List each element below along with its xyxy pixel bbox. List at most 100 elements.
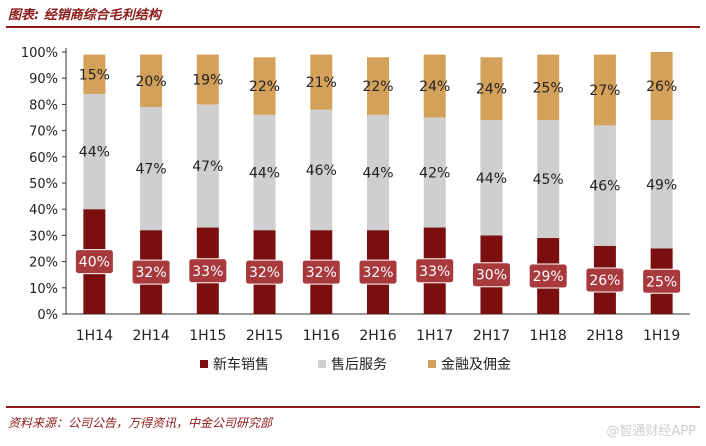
y-tick-label: 80% bbox=[29, 98, 58, 113]
bar-segment bbox=[253, 114, 276, 231]
x-tick-label: 1H14 bbox=[76, 328, 113, 344]
data-label: 32% bbox=[249, 265, 280, 281]
y-tick-label: 40% bbox=[29, 203, 58, 218]
y-tick-label: 30% bbox=[29, 229, 58, 244]
data-label: 44% bbox=[362, 166, 393, 182]
data-labels: 40% 44% 15% 32% 47% 20% 33% 47% 19% 32% 44% 22% 32% 4… bbox=[74, 67, 682, 294]
bar-segment bbox=[650, 52, 673, 121]
chart-title: 图表: 经销商综合毛利结构 bbox=[8, 8, 161, 23]
legend-swatch bbox=[318, 360, 326, 368]
x-tick-label: 1H19 bbox=[643, 328, 680, 344]
data-label: 44% bbox=[476, 171, 507, 187]
data-label-box bbox=[585, 267, 625, 293]
bar-segment bbox=[310, 54, 333, 110]
x-tick-label: 2H17 bbox=[473, 328, 510, 344]
y-tick-label: 0% bbox=[37, 308, 58, 323]
data-label-box bbox=[131, 259, 171, 285]
legend: 新车销售 售后服务 金融及佣金 bbox=[200, 356, 511, 373]
bar-segment bbox=[537, 120, 560, 239]
bar-segment bbox=[367, 57, 389, 115]
data-label-box bbox=[188, 258, 228, 284]
data-label: 25% bbox=[533, 80, 564, 96]
data-label: 25% bbox=[646, 274, 677, 290]
stacked-bar-chart: 0% 10% 20% 30% 40% 50% 60% 70% 80% 90% 100% 1H14 2H1… bbox=[21, 46, 690, 373]
data-label: 42% bbox=[419, 166, 450, 182]
data-label-box bbox=[471, 262, 511, 288]
data-label: 22% bbox=[249, 79, 280, 95]
y-tick-label: 70% bbox=[29, 125, 58, 140]
data-label-box bbox=[528, 263, 568, 289]
bar-segment bbox=[253, 57, 276, 115]
data-label: 47% bbox=[192, 159, 223, 175]
bar-segment bbox=[140, 107, 163, 231]
data-label: 30% bbox=[476, 268, 507, 284]
data-label: 24% bbox=[419, 79, 450, 95]
data-label: 29% bbox=[533, 269, 564, 285]
data-label-box bbox=[642, 268, 682, 294]
legend-label: 售后服务 bbox=[331, 357, 387, 373]
bar-segment bbox=[196, 54, 219, 105]
bar-segment bbox=[480, 57, 503, 121]
y-tick-label: 60% bbox=[29, 151, 58, 166]
legend-label: 金融及佣金 bbox=[441, 357, 511, 373]
data-label: 44% bbox=[79, 145, 110, 161]
bar-segment bbox=[423, 54, 446, 118]
bar-segment bbox=[423, 117, 446, 228]
x-tick-label: 2H18 bbox=[586, 328, 623, 344]
data-label: 45% bbox=[533, 172, 564, 188]
data-label: 15% bbox=[79, 67, 110, 83]
bottom-divider bbox=[6, 406, 700, 408]
legend-swatch bbox=[428, 360, 436, 368]
source-note: 资料来源：公司公告，万得资讯，中金公司研究部 bbox=[8, 416, 273, 430]
data-label-box bbox=[415, 258, 455, 284]
axes: 0% 10% 20% 30% 40% 50% 60% 70% 80% 90% 100% 1H14 2H1… bbox=[21, 46, 690, 344]
x-tick-label: 2H15 bbox=[246, 328, 283, 344]
data-label: 33% bbox=[192, 264, 223, 280]
y-tick-label: 90% bbox=[29, 72, 58, 87]
data-label-box bbox=[74, 249, 114, 275]
x-tick-label: 1H17 bbox=[416, 328, 453, 344]
data-label: 22% bbox=[362, 79, 393, 95]
y-tick-label: 50% bbox=[29, 177, 58, 192]
data-label-box bbox=[358, 259, 398, 285]
y-tick-label: 100% bbox=[21, 46, 58, 61]
x-tick-label: 1H16 bbox=[303, 328, 340, 344]
legend-label: 新车销售 bbox=[213, 356, 269, 373]
data-label: 32% bbox=[362, 265, 393, 281]
data-label: 20% bbox=[136, 74, 167, 90]
y-tick-label: 10% bbox=[29, 282, 58, 297]
legend-swatch bbox=[200, 360, 208, 368]
data-label: 47% bbox=[136, 162, 167, 178]
data-label: 27% bbox=[589, 83, 620, 99]
data-label: 44% bbox=[249, 166, 280, 182]
bar-segment bbox=[650, 120, 673, 249]
bar-segment bbox=[196, 104, 219, 228]
data-label: 40% bbox=[79, 255, 110, 271]
data-label: 46% bbox=[306, 163, 337, 179]
bar-segment bbox=[310, 109, 333, 231]
data-label: 32% bbox=[306, 265, 337, 281]
bar-segment bbox=[593, 54, 616, 126]
bar-segment bbox=[83, 93, 106, 210]
x-tick-label: 1H15 bbox=[189, 328, 226, 344]
data-label-box bbox=[245, 259, 285, 285]
bar-segment bbox=[593, 125, 616, 246]
data-label: 46% bbox=[589, 179, 620, 195]
bar-segment bbox=[140, 54, 163, 108]
data-label: 32% bbox=[136, 265, 167, 281]
data-label: 33% bbox=[419, 264, 450, 280]
x-tick-label: 1H18 bbox=[530, 328, 567, 344]
bar-segment bbox=[480, 120, 503, 236]
data-label: 26% bbox=[646, 79, 677, 95]
top-divider bbox=[6, 26, 700, 28]
x-tick-label: 2H16 bbox=[359, 328, 396, 344]
watermark: @智通财经APP bbox=[606, 424, 696, 439]
data-label: 19% bbox=[192, 73, 223, 89]
bar-segment bbox=[367, 114, 389, 231]
data-label: 21% bbox=[306, 75, 337, 91]
y-tick-label: 20% bbox=[29, 256, 58, 271]
data-label: 24% bbox=[476, 82, 507, 98]
bar-segment bbox=[537, 54, 560, 121]
data-label: 49% bbox=[646, 177, 677, 193]
bar-segment bbox=[83, 54, 106, 94]
